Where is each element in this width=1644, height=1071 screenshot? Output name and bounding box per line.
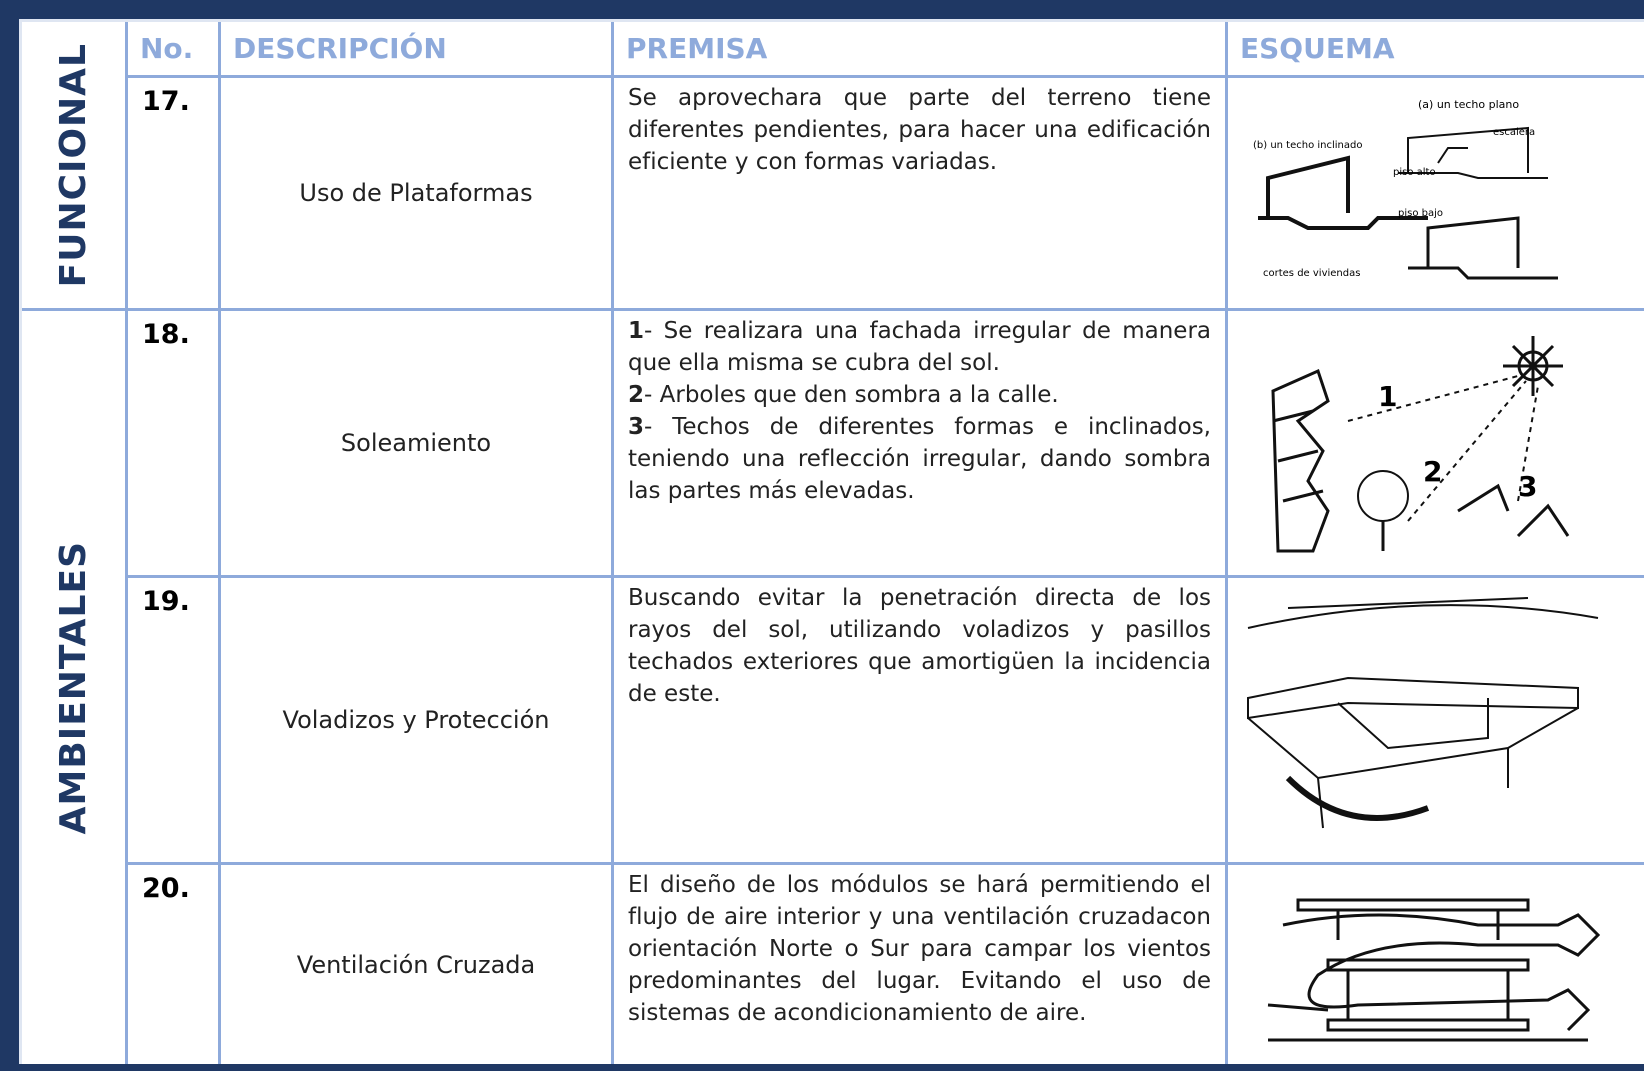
row-number: 20. [125,862,221,1064]
premises-table: FUNCIONAL No. DESCRIPCIÓN PREMISA ESQUEM… [22,22,1644,1064]
item-number: 3 [628,414,645,440]
header-cell: PREMISA [611,22,1228,78]
sketch-label: 2 [1423,455,1442,488]
sketch-cell: 1 2 3 [1225,308,1644,578]
item-text: - Arboles que den sombra a la calle. [644,382,1059,408]
description: Uso de Plataformas [218,75,614,311]
row-number: 18. [125,308,221,578]
sketch-label: 3 [1518,470,1537,503]
premise-item: 1- Se realizara una fachada irregular de… [628,315,1211,379]
header-cell: ESQUEMA [1225,22,1644,78]
sketch: 1 2 3 [1271,336,1570,553]
row-number: 19. [125,575,221,865]
sketch-cell [1225,862,1644,1064]
description: Voladizos y Protección [218,575,614,865]
sketch [1247,597,1599,829]
premise: Buscando evitar la penetración directa d… [611,575,1228,865]
sketch-label: (a) un techo plano [1418,98,1519,111]
premise: Se aprovechara que parte del terreno tie… [611,75,1228,311]
premise: 1- Se realizara una fachada irregular de… [611,308,1228,578]
premise-item: 3- Techos de diferentes formas e inclina… [628,411,1211,507]
sketch: (a) un techo plano escalera (b) un techo… [1253,98,1558,280]
side-cell: AMBIENTALES [22,308,128,1064]
row-number: 17. [125,75,221,311]
item-number: 1 [628,318,645,344]
header-cell: DESCRIPCIÓN [218,22,614,78]
sketch-label: piso bajo [1398,208,1443,219]
side-cell: FUNCIONAL [22,22,128,311]
sketch-label: (b) un techo inclinado [1253,140,1363,151]
item-text: - Techos de diferentes formas e inclinad… [628,414,1211,504]
sketch [1267,898,1601,1042]
item-text: - Se realizara una fachada irregular de … [628,318,1211,376]
sketch-label: 1 [1378,380,1397,413]
header-cell: No. [125,22,221,78]
side-label: FUNCIONAL [53,42,94,288]
premise: El diseño de los módulos se hará permiti… [611,862,1228,1064]
sketch-label: piso alto [1393,167,1436,178]
item-number: 2 [628,382,645,408]
premise-item: 2- Arboles que den sombra a la calle. [628,379,1211,411]
side-label: AMBIENTALES [53,541,94,835]
table-frame: FUNCIONAL No. DESCRIPCIÓN PREMISA ESQUEM… [19,19,1644,1064]
sketch-label: cortes de viviendas [1263,268,1360,279]
description: Ventilación Cruzada [218,862,614,1064]
sketch-cell [1225,575,1644,865]
sketch-label: escalera [1493,127,1535,138]
sketch-cell: (a) un techo plano escalera (b) un techo… [1225,75,1644,311]
description: Soleamiento [218,308,614,578]
